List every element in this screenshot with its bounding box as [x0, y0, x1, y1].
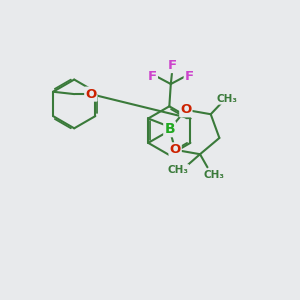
Text: F: F: [168, 59, 177, 72]
Text: O: O: [180, 103, 191, 116]
Text: CH₃: CH₃: [217, 94, 238, 104]
Text: F: F: [185, 70, 194, 83]
Text: CH₃: CH₃: [167, 165, 188, 175]
Text: F: F: [148, 70, 157, 83]
Text: CH₃: CH₃: [204, 170, 225, 180]
Text: O: O: [85, 88, 97, 100]
Text: B: B: [164, 122, 175, 136]
Text: O: O: [169, 143, 181, 156]
